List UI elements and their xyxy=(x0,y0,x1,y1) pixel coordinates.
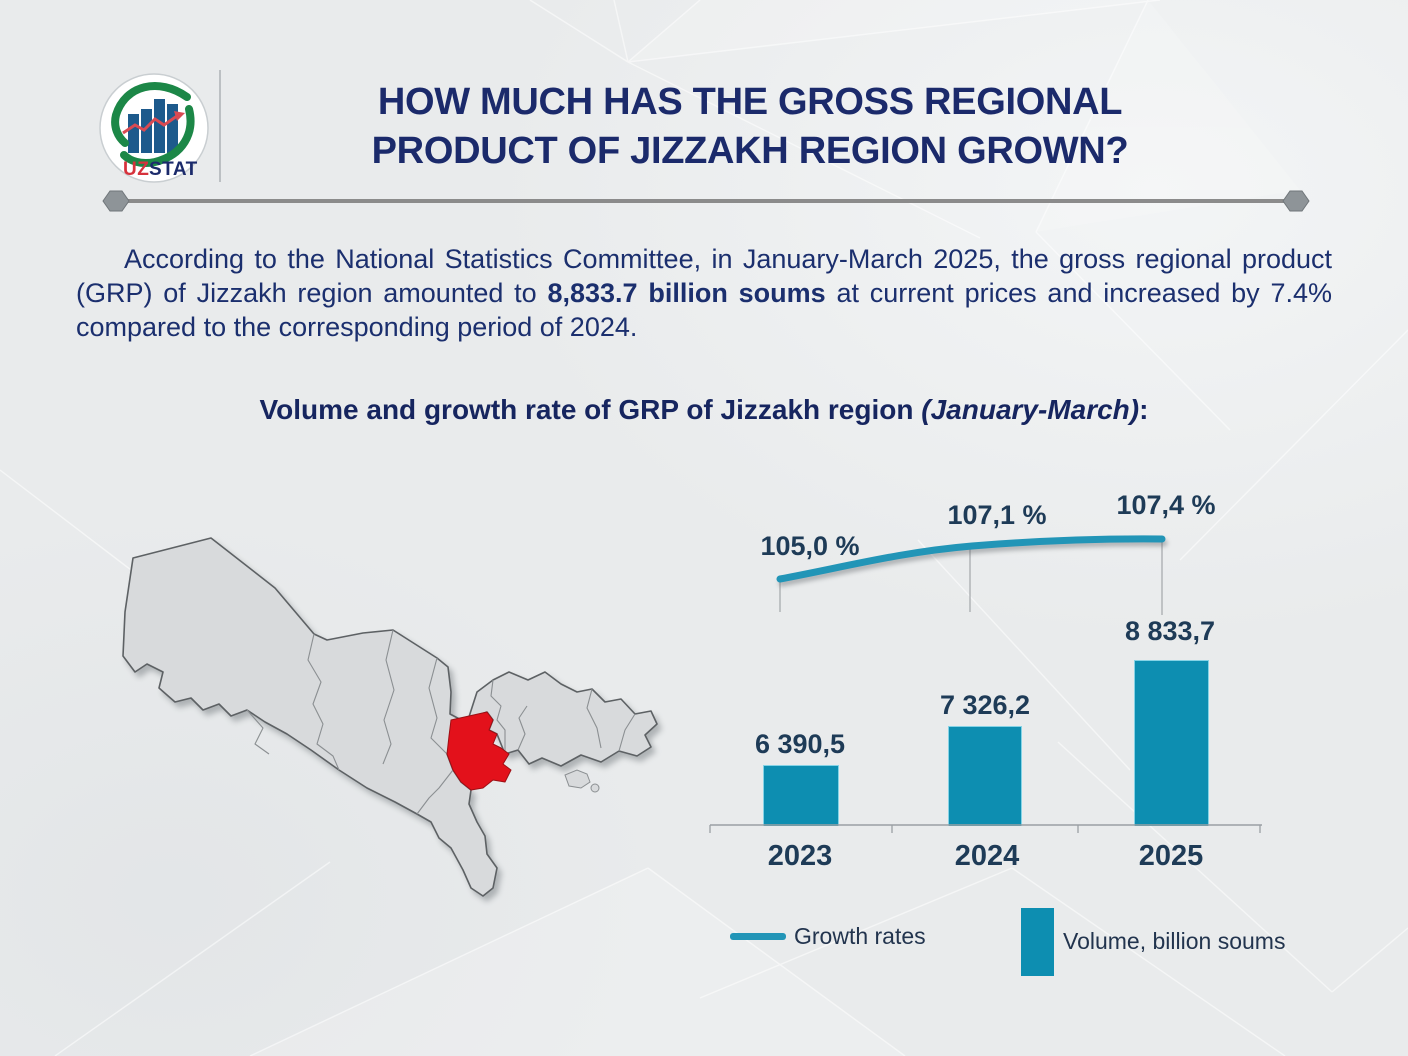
bar-2024 xyxy=(948,726,1022,826)
divider-hexagon-right xyxy=(1282,190,1310,212)
intro-text-after: at current prices and increased by 7.4% … xyxy=(76,278,1332,342)
chart-subtitle: Volume and growth rate of GRP of Jizzakh… xyxy=(0,394,1408,426)
uzstat-logo: UZ STAT xyxy=(99,73,209,183)
axis-ticks xyxy=(709,825,1261,833)
x-tick-2024: 2024 xyxy=(954,840,1020,872)
uzbekistan-map xyxy=(122,537,658,897)
bar-value-2024: 7 326,2 xyxy=(939,690,1031,720)
divider-hexagon-left xyxy=(102,190,130,212)
legend-label-volume: Volume, billion soums xyxy=(1063,928,1286,954)
intro-highlight: 8,833.7 billion soums xyxy=(547,278,826,308)
logo-divider xyxy=(219,70,221,182)
chart-subtitle-italic: (January-March) xyxy=(913,394,1140,425)
header-divider xyxy=(102,190,1310,212)
x-tick-2023: 2023 xyxy=(767,840,833,872)
bar-value-2023: 6 390,5 xyxy=(754,729,846,759)
drop-lines xyxy=(779,542,1163,615)
intro-paragraph: According to the National Statistics Com… xyxy=(76,242,1332,344)
bar-2023 xyxy=(763,765,839,826)
bar-2025 xyxy=(1134,660,1209,826)
enclave-islands xyxy=(564,769,600,793)
x-axis xyxy=(709,824,1262,833)
page-title-line2: PRODUCT OF JIZZAKH REGION GROWN? xyxy=(371,130,1129,172)
legend-label-growth-rates: Growth rates xyxy=(794,923,926,949)
intro-text-before: According to the National Statistics Com… xyxy=(76,244,1332,308)
x-tick-2025: 2025 xyxy=(1138,840,1204,872)
logo-text-stat: STAT xyxy=(149,159,198,180)
logo-swoosh-icon xyxy=(111,82,195,168)
bar-value-2025: 8 833,7 xyxy=(1124,616,1216,646)
jizzakh-region xyxy=(446,711,512,791)
growth-rate-line xyxy=(776,535,1166,583)
growth-rate-line-chart xyxy=(776,535,1166,615)
chart-subtitle-colon: : xyxy=(1139,394,1149,425)
line-point-label-2024: 107,1 % xyxy=(947,500,1047,530)
logo-trend-line-icon xyxy=(122,111,185,135)
chart-subtitle-bold: Volume and growth rate of GRP of Jizzakh… xyxy=(259,394,914,425)
line-point-label-2025: 107,4 % xyxy=(1116,490,1216,520)
legend-line-swatch xyxy=(730,933,786,940)
logo-text-uz: UZ xyxy=(123,159,149,180)
legend-bar-swatch xyxy=(1021,908,1054,976)
uzbekistan-outline xyxy=(122,537,658,897)
region-borders xyxy=(246,629,636,815)
page-title-line1: HOW MUCH HAS THE GROSS REGIONAL xyxy=(377,81,1123,123)
line-point-label-2023: 105,0 % xyxy=(760,531,860,561)
logo-bar-chart-icon xyxy=(128,99,178,153)
page-title: HOW MUCH HAS THE GROSS REGIONAL PRODUCT … xyxy=(250,78,1250,176)
